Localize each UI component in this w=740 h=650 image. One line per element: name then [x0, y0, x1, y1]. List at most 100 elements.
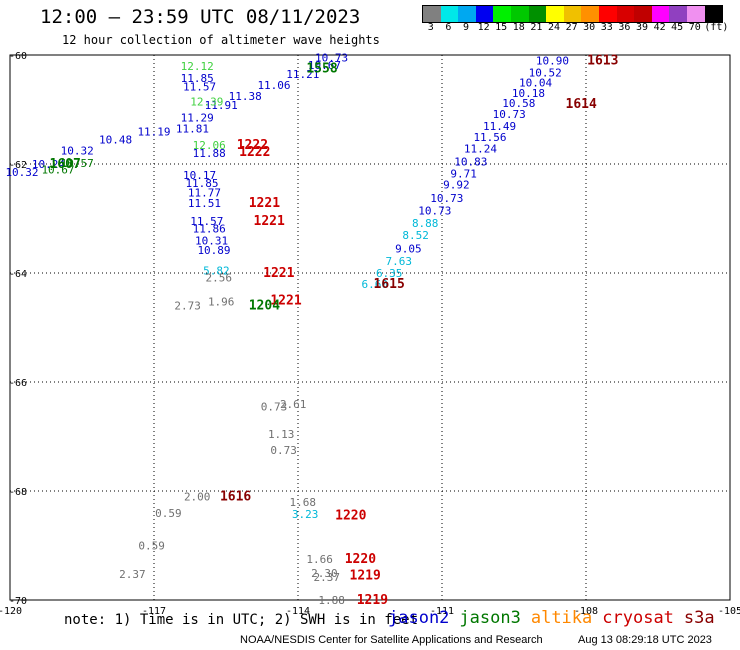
pass-time: 1607	[50, 157, 81, 172]
wave-height-value: 10.31	[195, 234, 228, 247]
wave-height-value: 10.73	[493, 108, 526, 121]
wave-height-value: 10.67	[41, 163, 74, 176]
y-tick-label: -70	[9, 596, 27, 607]
colorbar-labels: 3 6 9 12 15 18 21 24 27 30 33 36 39 42 45 70 (ft)	[422, 22, 740, 34]
wave-height-value: 10.67	[308, 59, 341, 72]
colorbar-label: 36	[618, 22, 631, 33]
pass-time: 1221	[270, 293, 301, 308]
colorbar-label: 42	[653, 22, 666, 33]
y-tick-label: -62	[9, 160, 27, 171]
wave-height-value: 5.82	[203, 264, 230, 277]
wave-height-value: 1.68	[290, 496, 317, 509]
pass-time: 1616	[220, 489, 251, 504]
y-tick-label: -60	[9, 51, 27, 62]
wave-height-value: 6.35	[376, 267, 403, 280]
wave-height-value: 0.73	[261, 401, 288, 414]
pass-time: 1222	[239, 145, 270, 160]
wave-height-value: 0.59	[155, 507, 182, 520]
pass-time: 1221	[263, 266, 294, 281]
wave-height-colorbar	[422, 5, 724, 23]
wave-height-value: 11.21	[286, 68, 319, 81]
map-title: 12:00 – 23:59 UTC 08/11/2023	[40, 6, 361, 28]
wave-height-value: 0.73	[270, 444, 297, 457]
colorbar-swatch	[458, 6, 476, 22]
wave-height-value: 10.32	[61, 144, 94, 157]
colorbar-swatch	[651, 6, 670, 22]
colorbar-swatch	[616, 6, 635, 22]
footer-note: note: 1) Time is in UTC; 2) SWH is in fe…	[64, 612, 419, 628]
wave-height-value: 1.13	[268, 428, 295, 441]
colorbar-swatch	[528, 6, 547, 22]
x-tick-label: -111	[430, 606, 454, 617]
wave-height-value: 12.12	[181, 60, 214, 73]
pass-time: 1221	[249, 196, 280, 211]
colorbar-label: 9	[462, 22, 470, 33]
satellite-legend: jason2 jason3 altika cryosat s3a	[388, 608, 725, 628]
colorbar-swatch	[686, 6, 705, 22]
colorbar-label: 6	[445, 22, 452, 33]
pass-time: 1614	[566, 97, 597, 112]
pass-time: 1615	[374, 277, 405, 292]
generation-timestamp: Aug 13 08:29:18 UTC 2023	[578, 634, 712, 646]
colorbar-label: (ft)	[704, 22, 729, 33]
wave-height-value: 2.30	[311, 567, 338, 580]
wave-height-value: 8.52	[402, 229, 429, 242]
wave-height-value: 10.73	[418, 204, 451, 217]
wave-height-value: 10.18	[512, 87, 545, 100]
colorbar-label: 45	[671, 22, 684, 33]
x-tick-label: -117	[142, 606, 166, 617]
wave-height-value: 11.57	[190, 215, 223, 228]
wave-height-value: 11.88	[193, 147, 226, 160]
wave-height-value: 12.39	[190, 95, 223, 108]
wave-height-value: 2.37	[119, 568, 146, 581]
x-tick-label: -108	[574, 606, 598, 617]
wave-height-value: 10.73	[430, 192, 463, 205]
wave-height-value: 11.85	[181, 72, 214, 85]
colorbar-swatch	[546, 6, 564, 22]
wave-height-value: 2.00	[184, 490, 211, 503]
wave-height-value: 10.89	[197, 244, 230, 257]
pass-time: 1222	[237, 138, 268, 153]
colorbar-label: 30	[583, 22, 596, 33]
wave-height-value: 11.86	[193, 222, 226, 235]
wave-height-value: 10.48	[99, 133, 132, 146]
y-tick-label: -64	[9, 269, 27, 280]
colorbar-label: 18	[512, 22, 525, 33]
colorbar-swatch	[581, 6, 599, 22]
map-grid	[9, 54, 731, 601]
map-subtitle: 12 hour collection of altimeter wave hei…	[62, 33, 380, 47]
y-tick-label: -66	[9, 378, 27, 389]
colorbar-swatch	[493, 6, 511, 22]
colorbar-swatch	[423, 6, 441, 22]
colorbar-swatch	[704, 6, 723, 22]
wave-height-value: 9.05	[395, 242, 422, 255]
wave-height-value: 11.06	[257, 79, 290, 92]
wave-height-value: 11.91	[205, 99, 238, 112]
colorbar-swatch	[440, 6, 459, 22]
wave-height-value: 11.24	[464, 143, 497, 156]
wave-height-value: 2.73	[174, 300, 201, 313]
x-tick-label: -114	[286, 606, 310, 617]
colorbar-label: 3	[427, 22, 434, 33]
colorbar-label: 24	[547, 22, 561, 33]
wave-height-value: 11.56	[473, 131, 506, 144]
wave-height-value: 10.24	[32, 158, 65, 171]
wave-height-value: 11.38	[229, 90, 262, 103]
pass-time: 1220	[345, 552, 376, 567]
pass-time: 1219	[350, 568, 381, 583]
colorbar-label: 12	[477, 22, 490, 33]
wave-height-value: 3.23	[292, 508, 319, 521]
axis-labels: -120 -117 -114 -111 -108 -105 -60 -62 -64 -66 -68 -…	[0, 51, 740, 617]
wave-height-value: 8.88	[412, 217, 439, 230]
wave-height-value: 10.32	[5, 166, 38, 179]
wave-height-value: 10.04	[519, 76, 552, 89]
wave-height-value: 1.88	[318, 594, 345, 607]
colorbar-label: 15	[495, 22, 508, 33]
colorbar-label: 33	[600, 22, 613, 33]
pass-time: 1221	[254, 214, 285, 229]
wave-height-value: 2.61	[280, 398, 307, 411]
wave-height-value: 1.96	[208, 295, 235, 308]
pass-time: 1204	[249, 299, 280, 314]
wave-height-value: 11.77	[188, 186, 221, 199]
